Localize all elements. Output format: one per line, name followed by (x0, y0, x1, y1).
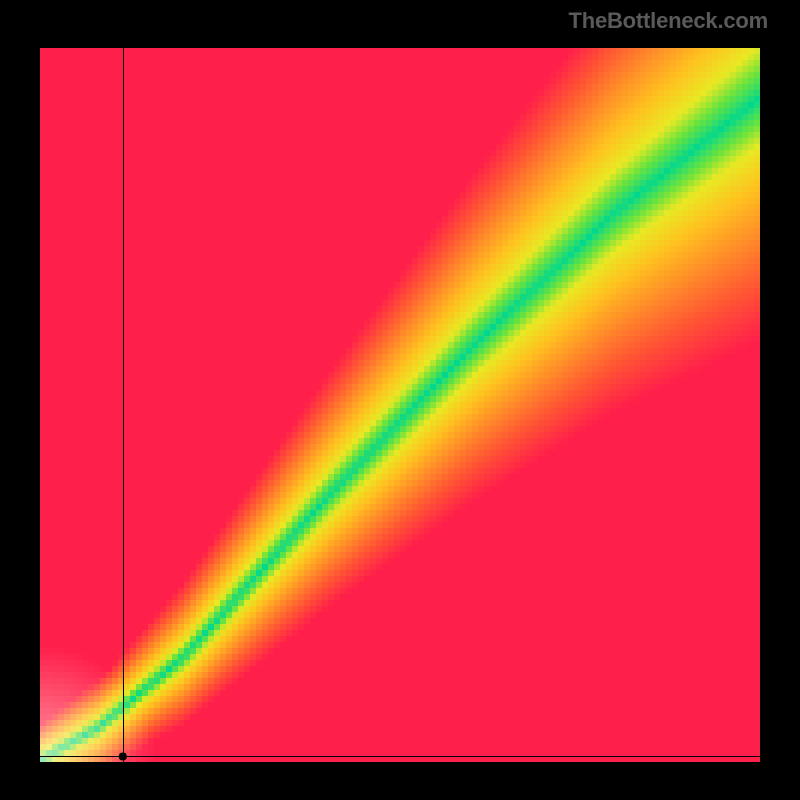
bottleneck-heatmap (0, 0, 800, 800)
chart-container: { "watermark": { "text": "TheBottleneck.… (0, 0, 800, 800)
watermark-text: TheBottleneck.com (568, 8, 768, 34)
